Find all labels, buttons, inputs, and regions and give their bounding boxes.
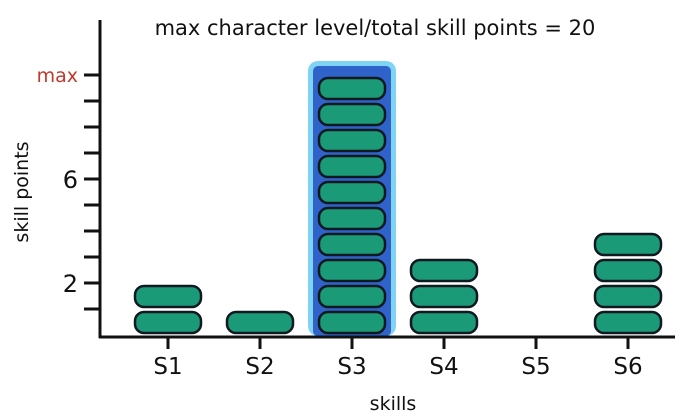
x-tick-label: S1 <box>153 354 182 380</box>
skill-point-segment <box>317 310 387 335</box>
skill-point-segment <box>409 310 479 335</box>
skill-point-segment <box>593 258 663 283</box>
y-tick-label: max <box>37 65 78 87</box>
skill-point-segment <box>317 206 387 231</box>
bar-s4 <box>409 258 479 335</box>
skill-point-segment <box>317 284 387 309</box>
skill-point-segment <box>317 232 387 257</box>
x-tick-label: S4 <box>429 354 458 380</box>
skill-point-segment <box>317 258 387 283</box>
bar-s6 <box>593 232 663 335</box>
skill-point-segment <box>409 258 479 283</box>
bar-s3 <box>317 76 387 335</box>
bars-layer <box>133 76 663 335</box>
skill-point-segment <box>317 128 387 153</box>
skill-point-segment <box>225 310 295 335</box>
x-tick-label: S2 <box>245 354 274 380</box>
skill-point-segment <box>317 76 387 101</box>
x-tick-label: S5 <box>521 354 550 380</box>
skill-point-segment <box>133 310 203 335</box>
skill-point-segment <box>317 102 387 127</box>
y-tick-label: 2 <box>63 270 78 298</box>
skill-point-segment <box>317 154 387 179</box>
x-tick-label: S6 <box>613 354 642 380</box>
x-tick-label: S3 <box>337 354 366 380</box>
skill-point-segment <box>593 310 663 335</box>
skill-point-segment <box>133 284 203 309</box>
x-axis-label: skills <box>370 393 417 415</box>
y-axis-label: skill points <box>11 141 33 242</box>
skill-point-segment <box>409 284 479 309</box>
bar-s2 <box>225 310 295 335</box>
x-ticks: S1 S2 S3 S4 S5 S6 <box>153 337 643 380</box>
bar-s1 <box>133 284 203 335</box>
chart-title: max character level/total skill points =… <box>155 16 596 40</box>
skill-point-segment <box>593 284 663 309</box>
skill-point-segment <box>317 180 387 205</box>
y-tick-label: 6 <box>63 166 78 194</box>
y-ticks: 2 6 max <box>37 65 100 311</box>
skill-point-segment <box>593 232 663 257</box>
